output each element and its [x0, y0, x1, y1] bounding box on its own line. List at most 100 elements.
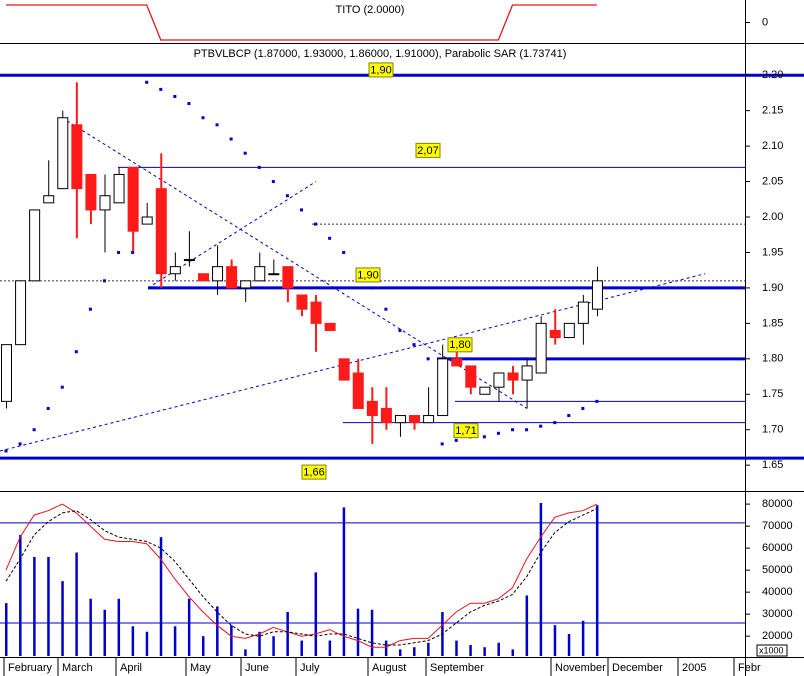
sar-dot — [398, 328, 402, 332]
sar-dot — [187, 102, 191, 106]
volume-bar — [483, 647, 486, 656]
y-tick-label: 20000 — [762, 630, 793, 642]
volume-bar — [300, 640, 303, 656]
sar-dot — [299, 208, 303, 212]
trend-line — [61, 117, 528, 409]
y-tick-label: 1.65 — [762, 459, 783, 471]
candle-body — [127, 166, 139, 232]
sar-dot — [553, 421, 557, 425]
annotation-box — [447, 337, 473, 353]
volume-bar — [272, 636, 275, 656]
x-tick-label: September — [430, 662, 484, 674]
y-tick-label: 2.00 — [762, 211, 783, 223]
volume-bar — [286, 611, 289, 656]
indicator-title: TITO (2.0000) — [336, 4, 405, 16]
y-tick-label: 50000 — [762, 564, 793, 576]
y-tick-label: 70000 — [762, 520, 793, 532]
sar-dot — [285, 194, 289, 198]
x-tick-label: April — [120, 662, 142, 674]
volume-bar — [187, 598, 191, 656]
chart-title: PTBVLBCP (1.87000, 1.93000, 1.86000, 1.9… — [194, 48, 567, 60]
volume-bar — [469, 644, 472, 656]
sar-dot — [257, 165, 261, 169]
annotation-label: 1,80 — [449, 339, 470, 351]
candle-body — [183, 259, 195, 262]
sar-dot — [131, 250, 135, 254]
sar-dot — [482, 435, 486, 439]
candle-body — [57, 117, 69, 190]
unit-box — [756, 644, 788, 657]
candle-body — [15, 280, 27, 346]
sar-dot — [412, 343, 416, 347]
sar-dot — [74, 350, 78, 354]
volume-bar — [19, 534, 22, 656]
candle-body — [493, 372, 505, 388]
candle-body — [549, 329, 561, 339]
candle-body — [591, 280, 603, 310]
sar-dot — [201, 116, 205, 120]
y-tick-label: 30000 — [762, 608, 793, 620]
candle-body — [1, 344, 12, 402]
annotation-label: 2,07 — [417, 145, 438, 157]
y-tick-label: 1.75 — [762, 388, 783, 400]
candle-body — [212, 266, 224, 282]
candle-body — [563, 322, 575, 339]
annotation-label: 1,90 — [357, 269, 378, 281]
candle-body — [197, 273, 209, 282]
candle-body — [394, 415, 406, 424]
y-tick-label: 2.05 — [762, 175, 783, 187]
sar-dot — [440, 442, 444, 446]
candle-body — [409, 415, 421, 424]
sar-dot — [342, 250, 346, 254]
candle-body — [465, 365, 477, 388]
candle-body — [310, 301, 322, 324]
sar-dot — [525, 428, 529, 432]
candle-body — [324, 322, 336, 331]
x-tick-label: 2005 — [682, 662, 706, 674]
volume-bar — [145, 631, 149, 656]
candle-body — [29, 209, 41, 282]
volume-bar — [117, 598, 121, 656]
sar-dot — [328, 236, 332, 240]
y-tick-label: 40000 — [762, 586, 793, 598]
volume-bar — [413, 647, 416, 656]
sar-dot — [595, 399, 599, 403]
volume-bar — [61, 581, 64, 656]
y-tick-label: 2.10 — [762, 140, 783, 152]
volume-bar — [244, 649, 247, 656]
y-tick-label: 1.95 — [762, 246, 783, 258]
volume-bar — [201, 636, 205, 656]
annotation-box — [301, 464, 327, 480]
candle-body — [479, 386, 491, 395]
candle-body — [240, 280, 252, 289]
volume-bar — [173, 626, 177, 656]
candle-body — [282, 266, 294, 289]
volume-bar — [314, 572, 318, 656]
annotation-box — [453, 423, 479, 439]
x-tick-label: November — [555, 662, 606, 674]
sar-dot — [173, 94, 177, 98]
candle-body — [352, 372, 364, 409]
x-tick-label: Febr — [738, 662, 761, 674]
volume-bar — [216, 606, 219, 656]
volume-bar — [553, 625, 557, 656]
sar-dot — [159, 87, 163, 91]
annotation-box — [355, 267, 381, 283]
sar-dot — [46, 406, 50, 410]
sar-dot — [215, 123, 219, 127]
y-tick-label: 1.85 — [762, 317, 783, 329]
volume-bar — [89, 598, 92, 656]
x-tick-label: May — [190, 662, 211, 674]
x-tick-label: February — [8, 662, 53, 674]
sar-dot — [117, 250, 121, 254]
volume-bar — [159, 537, 163, 656]
sar-dot — [426, 357, 430, 361]
sar-dot — [511, 428, 515, 432]
sar-dot — [4, 449, 8, 453]
candle-body — [226, 266, 238, 289]
x-tick-label: March — [62, 662, 93, 674]
volume-bar — [258, 631, 261, 656]
y-tick-label: 2.20 — [762, 69, 783, 81]
